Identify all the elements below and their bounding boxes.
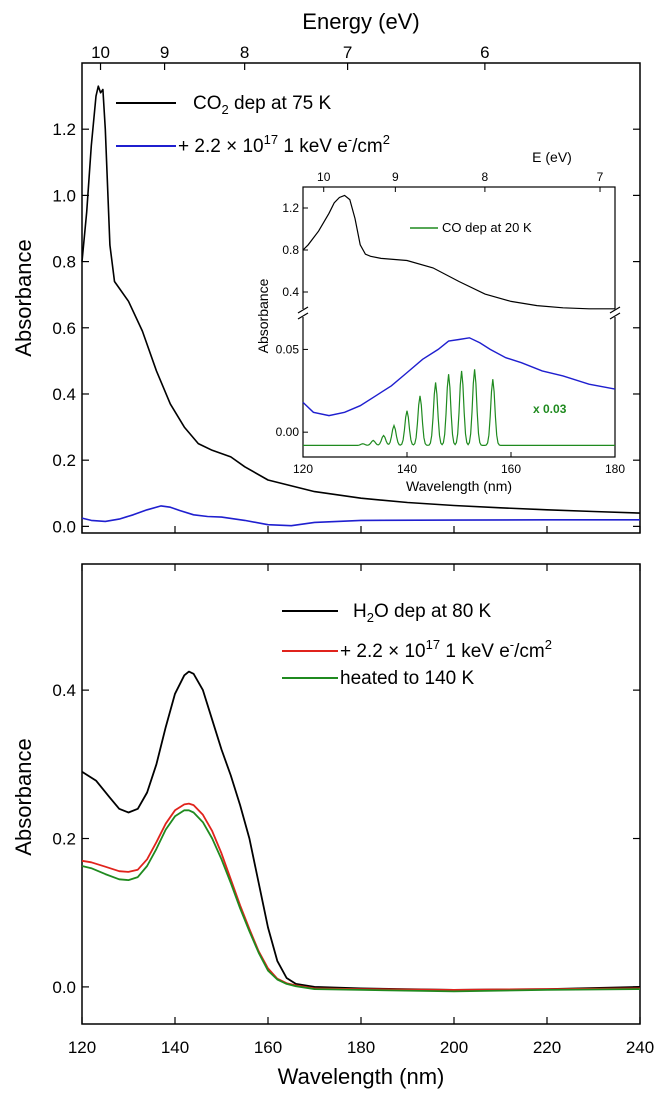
inset-energy-axis-label: E (eV) — [532, 149, 572, 165]
inset-y-tick-label-lower: 0.05 — [276, 342, 300, 356]
inset-axis-break-left — [297, 306, 309, 320]
inset-axis-break-right — [609, 306, 621, 320]
bottom-y-axis-label: Absorbance — [11, 738, 36, 855]
inset-x-ticks: 120 140 160 180 — [293, 452, 625, 476]
bottom-x-ticks: 120 140 160 180 200 220 240 — [68, 564, 654, 1057]
top-energy-tick-label: 8 — [240, 43, 249, 62]
inset-x-tick-label: 180 — [605, 462, 625, 476]
inset-energy-tick-label: 7 — [597, 170, 604, 184]
bottom-x-tick-label: 120 — [68, 1038, 96, 1057]
inset-energy-tick-label: 9 — [392, 170, 399, 184]
inset-scale-annotation: x 0.03 — [533, 402, 567, 416]
bottom-x-tick-label: 240 — [626, 1038, 654, 1057]
inset-legend-label-co: CO dep at 20 K — [442, 220, 532, 235]
top-y-tick-label: 0.6 — [52, 319, 76, 338]
inset: E (eV) 10 9 8 7 120 140 160 180 0.40.81.20.000… — [255, 149, 625, 494]
series-line-h2o-80k — [81, 670, 641, 991]
top-y-ticks: 0.0 0.2 0.4 0.6 0.8 1.0 1.2 — [52, 120, 640, 536]
inset-frame — [302, 186, 616, 458]
inset-series-line-co2 — [302, 194, 615, 310]
inset-break-mark-left-2 — [297, 312, 309, 320]
top-energy-tick-label: 6 — [480, 43, 489, 62]
top-y-tick-label: 0.2 — [52, 451, 76, 470]
bottom-x-axis-label: Wavelength (nm) — [278, 1064, 445, 1089]
inset-break-mark-left-1 — [297, 306, 309, 314]
series-line-co2-75k — [81, 85, 641, 514]
top-energy-tick-label: 7 — [343, 43, 352, 62]
top-y-tick-label: 0.4 — [52, 385, 76, 404]
inset-x-tick-label: 140 — [397, 462, 417, 476]
top-x-ticks — [81, 526, 641, 533]
series-line-h2o-heated — [81, 809, 641, 993]
top-energy-ticks: 10987654 — [91, 43, 490, 70]
top-y-tick-label: 1.2 — [52, 120, 76, 139]
top-panel: Energy (eV) 10987654 0.00.20.40.60.81.01… — [11, 9, 641, 536]
inset-y-tick-label-upper: 0.4 — [282, 285, 299, 299]
top-legend-label-irradiated: + 2.2 × 1017 1 keV e-/cm2 — [178, 132, 390, 157]
inset-break-gap-left — [297, 309, 309, 317]
inset-series-group — [302, 194, 616, 446]
top-y-tick-label: 1.0 — [52, 186, 76, 205]
inset-break-mark-right-2 — [609, 312, 621, 320]
bottom-x-tick-label: 220 — [533, 1038, 561, 1057]
top-energy-axis-label: Energy (eV) — [302, 9, 419, 34]
top-energy-tick-label: 9 — [160, 43, 169, 62]
top-energy-tick-label: 10 — [91, 43, 110, 62]
bottom-legend-label-heated: heated to 140 K — [340, 668, 474, 689]
top-series-group — [81, 85, 641, 527]
top-y-tick-label: 0.0 — [52, 517, 76, 536]
series-line-co2-irradiated — [81, 505, 640, 527]
bottom-x-tick-label: 160 — [254, 1038, 282, 1057]
inset-x-tick-label: 160 — [501, 462, 521, 476]
top-y-axis-label: Absorbance — [11, 239, 36, 356]
inset-y-tick-label-lower: 0.00 — [276, 425, 300, 439]
inset-break-mark-right-1 — [609, 306, 621, 314]
inset-y-tick-label-upper: 0.8 — [282, 243, 299, 257]
bottom-legend-label-h2o: H2O dep at 80 K — [353, 601, 492, 625]
inset-energy-ticks: 10 9 8 7 — [317, 170, 604, 192]
inset-energy-tick-label: 8 — [482, 170, 489, 184]
inset-x-axis-label: Wavelength (nm) — [406, 478, 512, 494]
bottom-plot-frame — [81, 563, 641, 1025]
bottom-x-tick-label: 180 — [347, 1038, 375, 1057]
inset-series-line-co — [303, 369, 615, 446]
inset-series-line-irradiated — [302, 337, 616, 417]
inset-x-tick-label: 120 — [293, 462, 313, 476]
inset-y-axis-label: Absorbance — [255, 278, 271, 353]
bottom-panel: 0.0 0.2 0.4 120 140 160 180 200 220 240 Absorban… — [11, 563, 654, 1089]
top-y-tick-label: 0.8 — [52, 253, 76, 272]
inset-y-ticks: 0.4 0.8 1.2 0.00 0.05 — [276, 201, 308, 439]
bottom-legend-label-irradiated: + 2.2 × 1017 1 keV e-/cm2 — [340, 637, 552, 662]
bottom-y-tick-label: 0.4 — [52, 681, 76, 700]
bottom-x-tick-label: 200 — [440, 1038, 468, 1057]
bottom-x-tick-label: 140 — [161, 1038, 189, 1057]
bottom-y-tick-label: 0.0 — [52, 978, 76, 997]
bottom-y-tick-label: 0.2 — [52, 830, 76, 849]
bottom-legend: H2O dep at 80 K + 2.2 × 1017 1 keV e-/cm… — [282, 601, 552, 689]
inset-y-tick-label-upper: 1.2 — [282, 201, 299, 215]
top-legend-label-co2: CO2 dep at 75 K — [193, 93, 332, 117]
top-legend: CO2 dep at 75 K + 2.2 × 1017 1 keV e-/cm… — [116, 93, 390, 157]
inset-energy-tick-label: 10 — [317, 170, 331, 184]
bottom-series-group — [81, 670, 641, 993]
inset-break-gap-right — [609, 309, 621, 317]
bottom-y-ticks: 0.0 0.2 0.4 — [52, 681, 640, 997]
